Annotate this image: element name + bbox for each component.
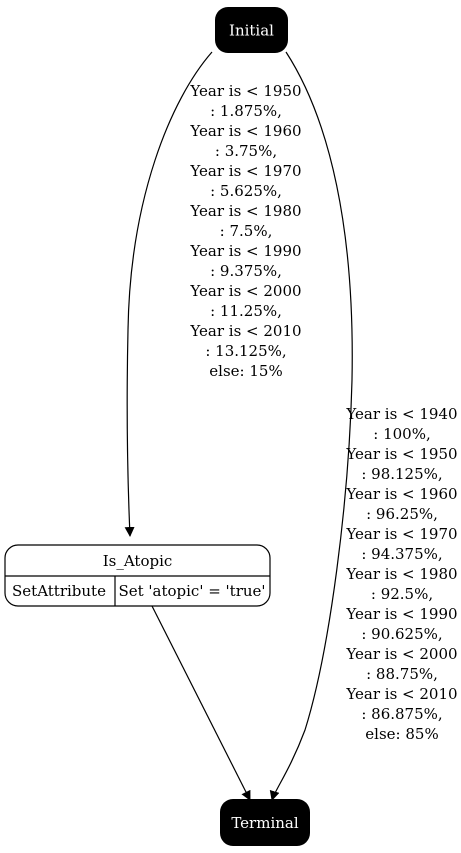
edge-label-line: Year is < 1960: [345, 485, 457, 503]
edge-label-line: Year is < 1950: [189, 82, 301, 100]
edge-label-line: : 3.75%,: [215, 142, 277, 160]
edge-label-line: : 9.375%,: [210, 262, 282, 280]
edge-label-line: Year is < 1980: [189, 202, 301, 220]
edge-line: [151, 605, 251, 801]
node-initial-shape: [215, 7, 288, 53]
edge-label-line: else: 85%: [365, 725, 438, 743]
node-is-atopic-title: Is_Atopic: [103, 552, 173, 570]
edge-label-line: : 7.5%,: [220, 222, 273, 240]
edge-label-line: Year is < 2000: [189, 282, 301, 300]
edge-is-atopic-to-terminal: [151, 605, 251, 801]
node-terminal[interactable]: Terminal: [220, 799, 310, 846]
edge-label-line: Year is < 1970: [189, 162, 301, 180]
edge-label-line: : 13.125%,: [205, 342, 286, 360]
edge-label-line: Year is < 1970: [345, 525, 457, 543]
edge-initial-to-is-atopic: [124, 51, 213, 537]
node-is-atopic-action-value: Set 'atopic' = 'true': [118, 582, 265, 600]
edge-label-line: : 92.5%,: [371, 585, 433, 603]
edge-label-line: Year is < 2010: [189, 322, 301, 340]
edge-line: [124, 51, 213, 537]
edge-label-line: : 11.25%,: [210, 302, 282, 320]
edge-line: [269, 51, 353, 801]
node-initial[interactable]: Initial: [215, 7, 288, 53]
edge-label-line: Year is < 2010: [345, 685, 457, 703]
edge-label-line: : 88.75%,: [366, 665, 438, 683]
edge-label-line: : 100%,: [373, 425, 430, 443]
edge-label-line: else: 15%: [209, 362, 282, 380]
node-is-atopic-action-name: SetAttribute: [12, 582, 106, 600]
edge-label-line: : 86.875%,: [361, 705, 442, 723]
edge-label-line: Year is < 1990: [345, 605, 457, 623]
edge-label-initial-to-is-atopic: Year is < 1950 : 1.875%, Year is < 1960 : 3…: [189, 82, 301, 380]
edge-label-line: : 5.625%,: [210, 182, 282, 200]
edge-label-line: Year is < 1960: [189, 122, 301, 140]
edge-initial-to-terminal: [269, 51, 353, 801]
node-terminal-label: Terminal: [231, 814, 299, 832]
edge-label-line: Year is < 1940: [345, 405, 457, 423]
edge-label-line: : 94.375%,: [361, 545, 442, 563]
edge-label-initial-to-terminal: Year is < 1940 : 100%, Year is < 1950 : 98.…: [345, 405, 457, 743]
edge-label-line: Year is < 2000: [345, 645, 457, 663]
node-initial-label: Initial: [229, 22, 274, 40]
edge-label-line: : 1.875%,: [210, 102, 282, 120]
edge-label-line: Year is < 1980: [345, 565, 457, 583]
node-is-atopic[interactable]: Is_Atopic SetAttribute Set 'atopic' = 't…: [4, 544, 271, 607]
edge-label-line: : 96.25%,: [366, 505, 438, 523]
edge-label-line: : 90.625%,: [361, 625, 442, 643]
node-terminal-shape: [220, 799, 310, 846]
edge-label-line: Year is < 1990: [189, 242, 301, 260]
edge-label-line: : 98.125%,: [361, 465, 442, 483]
edge-label-line: Year is < 1950: [345, 445, 457, 463]
